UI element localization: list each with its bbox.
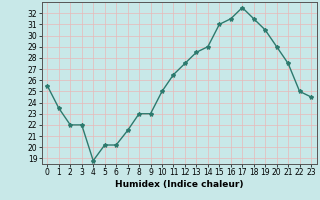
X-axis label: Humidex (Indice chaleur): Humidex (Indice chaleur): [115, 180, 244, 189]
